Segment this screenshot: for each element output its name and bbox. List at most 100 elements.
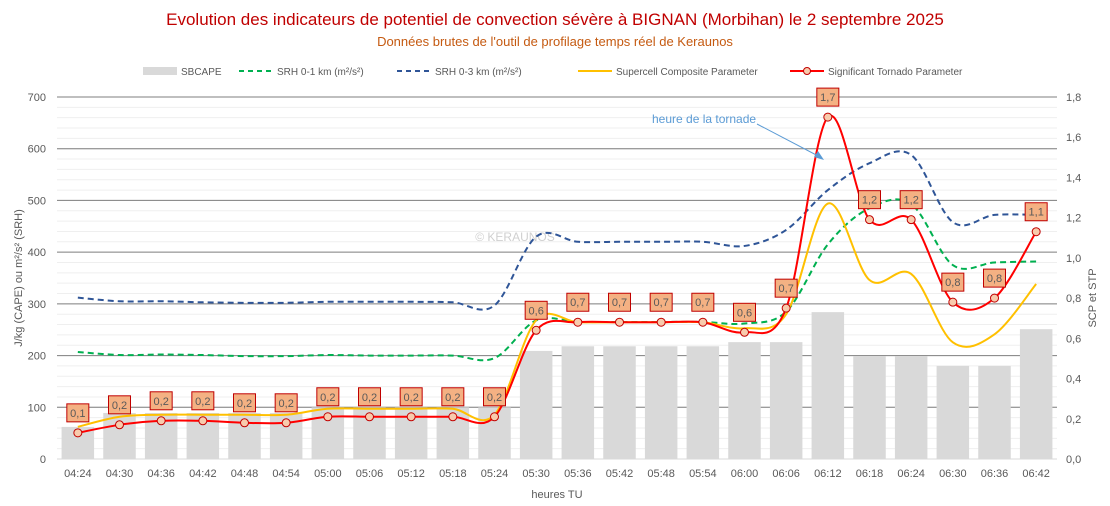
- x-tick-label: 04:42: [189, 468, 217, 480]
- annotation-arrow: [756, 123, 823, 159]
- data-label: 1,2: [904, 195, 919, 207]
- data-label: 0,2: [362, 392, 377, 404]
- data-label-box: [649, 292, 673, 312]
- cape-bar: [811, 312, 845, 459]
- stp-marker: [615, 317, 624, 327]
- stp-marker: [906, 215, 916, 225]
- data-label-box: [899, 190, 923, 210]
- series-line-supercell: [77, 202, 1037, 428]
- y-tick-label: 400: [28, 247, 46, 259]
- data-label-box: [191, 391, 215, 411]
- cape-bar: [686, 346, 720, 459]
- x-tick-label: 06:30: [939, 468, 967, 480]
- data-label: 0,6: [529, 305, 544, 317]
- stp-marker: [573, 317, 583, 327]
- x-tick-label: 05:36: [564, 468, 592, 480]
- legend-label: Significant Tornado Parameter: [828, 67, 963, 78]
- data-label: 0,7: [779, 283, 794, 295]
- data-label-box: [149, 391, 173, 411]
- data-label: 0,2: [445, 392, 460, 404]
- y-axis-title: J/kg (CAPE) ou m²/s² (SRH): [13, 209, 25, 347]
- legend-label: SRH 0-1 km (m²/s²): [277, 67, 364, 78]
- chart-title: Evolution des indicateurs de potentiel d…: [166, 10, 944, 29]
- data-label-box: [816, 87, 840, 107]
- x-tick-label: 05:42: [606, 468, 634, 480]
- x-tick-label: 06:12: [814, 468, 842, 480]
- data-label: 1,2: [862, 195, 877, 207]
- data-label-box: [483, 387, 506, 407]
- series-line-srh: [77, 198, 1037, 362]
- y2-tick-label: 0,8: [1066, 293, 1081, 305]
- x-tick-label: 05:00: [314, 468, 342, 480]
- data-label-box: [66, 403, 90, 423]
- data-label-box: [733, 302, 756, 322]
- legend-label: Supercell Composite Parameter: [616, 67, 758, 78]
- data-label: 0,2: [487, 392, 502, 404]
- x-tick-label: 04:36: [147, 468, 175, 480]
- data-label-box: [941, 272, 965, 292]
- data-label: 1,1: [1029, 207, 1044, 219]
- y2-tick-label: 1,0: [1066, 253, 1081, 265]
- series-line-srh: [77, 150, 1037, 311]
- stp-marker: [406, 412, 416, 422]
- stp-marker: [198, 416, 208, 426]
- cape-bar: [728, 342, 761, 459]
- data-label: 0,2: [404, 392, 419, 404]
- data-label-box: [233, 393, 256, 413]
- watermark: © KERAUNOS: [475, 230, 555, 244]
- data-label-box: [399, 387, 423, 407]
- x-tick-label: 06:24: [897, 468, 925, 480]
- data-label-box: [358, 387, 381, 407]
- stp-marker: [948, 297, 958, 307]
- stp-marker: [781, 303, 791, 313]
- cape-bar: [894, 356, 928, 459]
- data-label-box: [108, 395, 131, 415]
- stp-marker: [656, 317, 666, 327]
- x-tick-label: 05:48: [647, 468, 675, 480]
- stp-marker: [740, 327, 749, 337]
- stp-marker: [698, 317, 708, 327]
- y-tick-label: 300: [28, 299, 46, 311]
- y2-tick-label: 1,2: [1066, 213, 1081, 225]
- x-tick-label: 05:18: [439, 468, 467, 480]
- y-tick-label: 600: [28, 144, 46, 156]
- stp-marker: [490, 412, 499, 422]
- y-tick-label: 100: [28, 402, 46, 414]
- data-label-box: [983, 268, 1006, 288]
- stp-marker: [823, 112, 833, 122]
- x-tick-label: 05:54: [689, 468, 717, 480]
- y2-tick-label: 0,4: [1066, 374, 1081, 386]
- cape-bar: [936, 365, 970, 459]
- stp-marker: [531, 325, 541, 335]
- data-label: 0,2: [320, 392, 335, 404]
- stp-marker: [990, 293, 999, 303]
- stp-marker: [365, 412, 374, 422]
- data-label-box: [441, 387, 465, 407]
- cape-bar: [853, 356, 886, 459]
- chart-subtitle: Données brutes de l'outil de profilage t…: [377, 34, 733, 49]
- data-label: 0,2: [112, 400, 127, 412]
- data-label-box: [316, 387, 340, 407]
- y2-tick-label: 1,4: [1066, 172, 1081, 184]
- cape-bar: [603, 346, 636, 459]
- y-tick-label: 0: [40, 454, 46, 466]
- legend-marker: [803, 67, 811, 75]
- stp-marker: [865, 215, 874, 225]
- y-tick-label: 200: [28, 351, 46, 363]
- annotation-text: heure de la tornade: [652, 112, 756, 126]
- x-tick-label: 05:12: [397, 468, 425, 480]
- cape-bar: [644, 346, 678, 459]
- data-label: 0,8: [987, 273, 1002, 285]
- x-axis-title: heures TU: [531, 489, 582, 501]
- x-tick-label: 05:30: [522, 468, 550, 480]
- data-label: 0,2: [154, 396, 169, 408]
- data-label-box: [608, 292, 631, 312]
- y2-tick-label: 0,0: [1066, 454, 1081, 466]
- stp-marker: [1031, 227, 1041, 237]
- data-label-box: [524, 300, 548, 320]
- data-label: 0,8: [945, 277, 960, 289]
- stp-marker: [281, 418, 291, 428]
- data-label-box: [691, 292, 715, 312]
- stp-marker: [323, 412, 333, 422]
